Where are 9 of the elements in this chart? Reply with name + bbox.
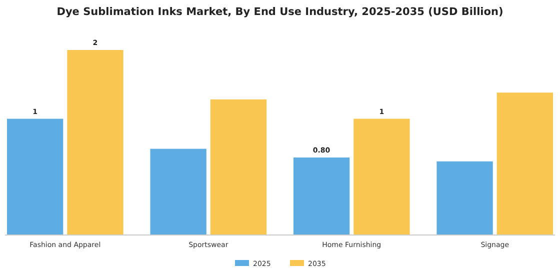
bar (293, 158, 350, 235)
bar (210, 99, 267, 235)
bar (496, 92, 553, 235)
bar (150, 148, 206, 235)
chart-title: Dye Sublimation Inks Market, By End Use Industry, 2025-2035 (USD Billion) (56, 6, 504, 18)
bar (67, 50, 124, 235)
bar (7, 118, 64, 235)
bar (436, 161, 493, 235)
bar (354, 118, 410, 235)
